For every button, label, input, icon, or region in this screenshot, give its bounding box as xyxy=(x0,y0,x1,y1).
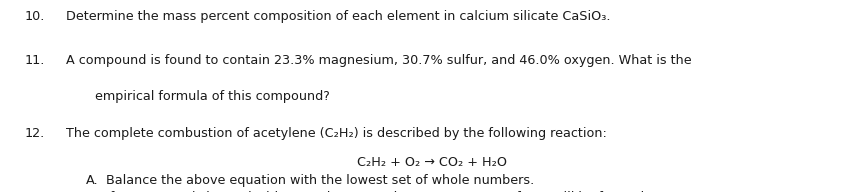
Text: Determine the mass percent composition of each element in calcium silicate CaSiO: Determine the mass percent composition o… xyxy=(66,10,610,23)
Text: The complete combustion of acetylene (C₂H₂) is described by the following reacti: The complete combustion of acetylene (C₂… xyxy=(66,127,607,140)
Text: empirical formula of this compound?: empirical formula of this compound? xyxy=(95,90,330,103)
Text: 11.: 11. xyxy=(24,54,45,67)
Text: C₂H₂ + O₂ → CO₂ + H₂O: C₂H₂ + O₂ → CO₂ + H₂O xyxy=(356,156,507,170)
Text: Balance the above equation with the lowest set of whole numbers.: Balance the above equation with the lowe… xyxy=(106,174,534,187)
Text: B.: B. xyxy=(85,191,98,192)
Text: A.: A. xyxy=(85,174,98,187)
Text: 12.: 12. xyxy=(24,127,44,140)
Text: If 2.35g C₂H₂ is burned with enough oxygen, how many grams of CO₂ will be formed: If 2.35g C₂H₂ is burned with enough oxyg… xyxy=(106,191,651,192)
Text: A compound is found to contain 23.3% magnesium, 30.7% sulfur, and 46.0% oxygen. : A compound is found to contain 23.3% mag… xyxy=(66,54,691,67)
Text: 10.: 10. xyxy=(24,10,45,23)
